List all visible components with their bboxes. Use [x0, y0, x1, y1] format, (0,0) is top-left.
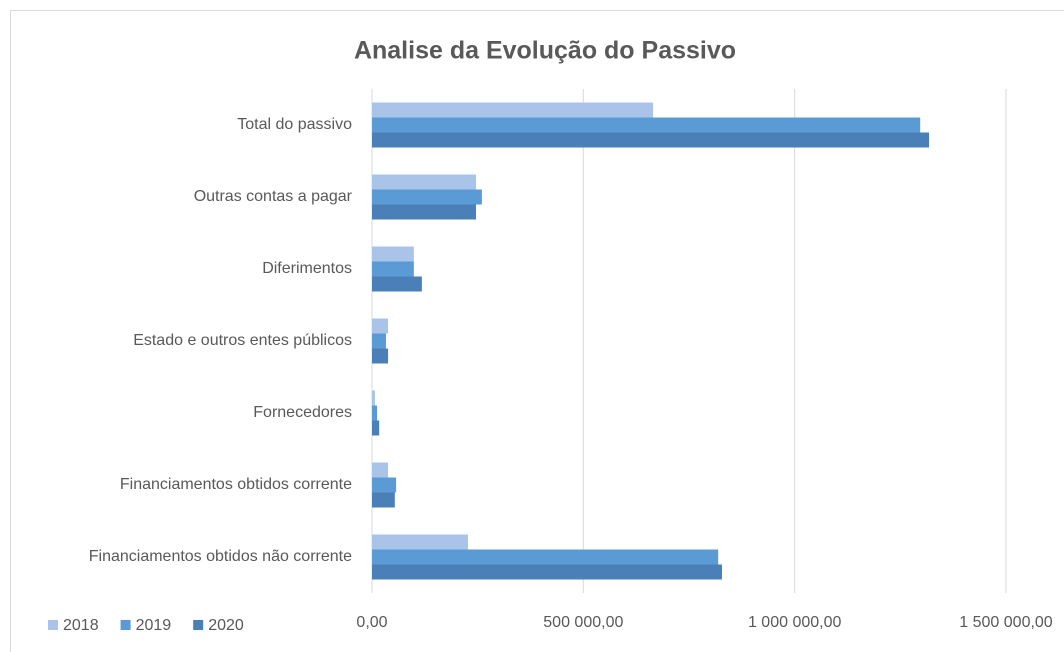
bar: [372, 174, 476, 190]
bar: [372, 390, 375, 406]
bar: [372, 204, 476, 220]
bar: [372, 276, 422, 292]
bar: [372, 405, 378, 421]
y-tick-label: Financiamentos obtidos corrente: [120, 476, 352, 493]
bar: [372, 462, 389, 478]
y-tick-label: Total do passivo: [237, 116, 352, 133]
y-tick-label: Outras contas a pagar: [194, 188, 353, 205]
legend-label: 2020: [208, 617, 244, 634]
legend-swatch: [193, 620, 204, 630]
bar: [372, 420, 380, 436]
chart-title: Analise da Evolução do Passivo: [354, 37, 736, 65]
bar: [372, 564, 722, 580]
bar: [372, 117, 921, 133]
y-tick-label: Fornecedores: [253, 404, 352, 421]
x-tick-label: 1 500 000,00: [959, 614, 1053, 631]
bar: [372, 348, 389, 364]
bar: [372, 477, 397, 493]
bar: [372, 102, 654, 118]
x-tick-label: 1 000 000,00: [748, 614, 842, 631]
bar: [372, 534, 468, 550]
y-tick-label: Financiamentos obtidos não corrente: [89, 548, 352, 565]
x-tick-label: 0,00: [356, 614, 387, 631]
legend-swatch: [48, 620, 58, 630]
bar: [372, 189, 482, 205]
bar: [372, 492, 395, 508]
bar: [372, 318, 389, 334]
y-tick-label: Diferimentos: [262, 260, 352, 277]
legend-label: 2019: [136, 617, 172, 634]
bar: [372, 132, 930, 148]
bar: [372, 261, 414, 277]
bar: [372, 333, 386, 349]
y-tick-label: Estado e outros entes públicos: [133, 332, 352, 349]
bar: [372, 549, 719, 565]
x-tick-label: 500 000,00: [543, 614, 623, 631]
bar: [372, 246, 414, 262]
legend-swatch: [120, 620, 131, 630]
legend-label: 2018: [63, 617, 99, 634]
